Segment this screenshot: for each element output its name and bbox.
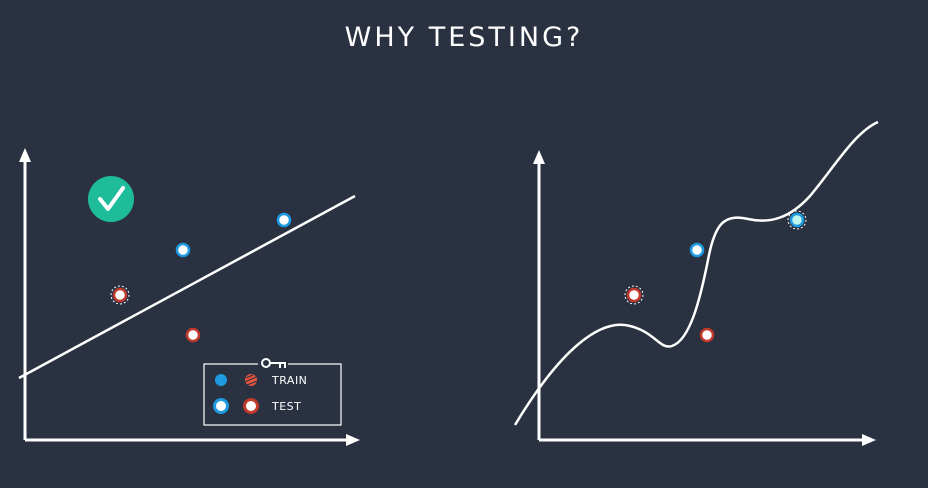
legend-test-label: TEST bbox=[271, 400, 301, 413]
test-point-red bbox=[185, 327, 201, 343]
legend-train-label: TRAIN bbox=[271, 374, 307, 387]
right-x-axis-arrow bbox=[862, 434, 876, 446]
legend: TRAIN TEST bbox=[203, 358, 342, 426]
left-y-axis-arrow bbox=[19, 148, 31, 162]
page-title: WHY TESTING? bbox=[344, 22, 584, 53]
right-y-axis-arrow bbox=[533, 150, 545, 164]
test-point-blue bbox=[689, 242, 705, 258]
left-plot: TRAIN TEST bbox=[18, 148, 360, 446]
overfit-model-curve bbox=[513, 120, 879, 426]
legend-train-blue-marker bbox=[215, 374, 227, 386]
test-point-blue bbox=[175, 242, 191, 258]
legend-test-blue-marker bbox=[213, 398, 229, 414]
test-point-blue-misclassified bbox=[787, 210, 807, 230]
test-point-red-misclassified bbox=[624, 285, 644, 305]
legend-train-red-marker bbox=[244, 374, 258, 386]
linear-model-line bbox=[18, 194, 356, 380]
legend-test-red-marker bbox=[243, 398, 259, 414]
right-plot bbox=[513, 120, 879, 446]
left-x-axis-arrow bbox=[346, 434, 360, 446]
check-circle-icon bbox=[88, 176, 134, 222]
key-icon bbox=[258, 358, 288, 369]
test-point-blue bbox=[276, 212, 292, 228]
test-point-red bbox=[699, 327, 715, 343]
test-point-red-misclassified bbox=[110, 285, 130, 305]
